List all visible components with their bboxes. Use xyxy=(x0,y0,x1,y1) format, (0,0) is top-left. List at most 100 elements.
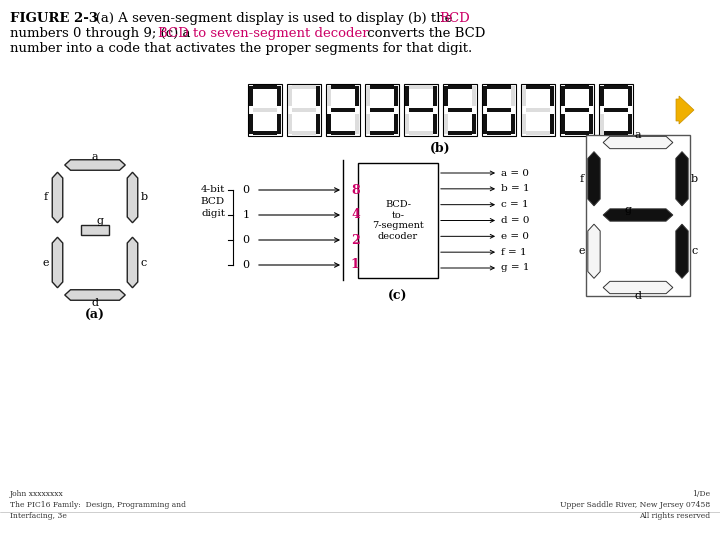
Bar xyxy=(253,85,276,89)
Bar xyxy=(365,84,399,136)
Bar xyxy=(482,114,487,134)
Polygon shape xyxy=(676,224,688,278)
Bar xyxy=(316,114,320,134)
Bar xyxy=(287,114,292,134)
Text: 0: 0 xyxy=(243,185,250,195)
Text: (a): (a) xyxy=(85,308,105,321)
Bar xyxy=(604,85,628,89)
Text: 0: 0 xyxy=(243,235,250,245)
Text: 1: 1 xyxy=(243,210,250,220)
Text: (a) A seven-segment display is used to display (b) the: (a) A seven-segment display is used to d… xyxy=(83,12,456,25)
Bar xyxy=(366,86,370,106)
Bar xyxy=(565,131,588,136)
Text: d: d xyxy=(634,291,642,301)
Text: digit: digit xyxy=(201,210,225,219)
Text: BCD: BCD xyxy=(201,198,225,206)
Text: number into a code that activates the proper segments for that digit.: number into a code that activates the pr… xyxy=(10,42,472,55)
Bar xyxy=(565,108,588,112)
Bar xyxy=(487,85,510,89)
Bar xyxy=(292,108,315,112)
Bar xyxy=(444,86,448,106)
Polygon shape xyxy=(65,160,125,170)
Bar xyxy=(366,114,370,134)
Bar xyxy=(248,84,282,136)
Bar xyxy=(629,86,632,106)
Bar xyxy=(331,108,354,112)
Text: BCD-
to-
7-segment
decoder: BCD- to- 7-segment decoder xyxy=(372,200,424,241)
Text: BCD to seven-segment decoder: BCD to seven-segment decoder xyxy=(158,27,369,40)
Bar xyxy=(472,114,477,134)
Bar xyxy=(277,114,282,134)
Polygon shape xyxy=(127,237,138,288)
Bar xyxy=(370,131,394,136)
Bar xyxy=(405,86,409,106)
Text: e: e xyxy=(578,246,585,256)
Polygon shape xyxy=(53,237,63,288)
Bar xyxy=(287,86,292,106)
Bar xyxy=(482,84,516,136)
Bar xyxy=(561,114,564,134)
Bar xyxy=(521,84,555,136)
Bar xyxy=(604,131,628,136)
Bar xyxy=(526,131,549,136)
Bar xyxy=(589,86,593,106)
Text: d: d xyxy=(91,299,99,308)
Text: b: b xyxy=(690,174,698,184)
Text: g: g xyxy=(625,205,631,215)
Text: a: a xyxy=(91,152,99,161)
Text: e: e xyxy=(42,258,49,267)
Bar xyxy=(404,84,438,136)
FancyArrow shape xyxy=(676,96,694,124)
Bar xyxy=(599,84,633,136)
Bar xyxy=(81,225,109,235)
Text: 1: 1 xyxy=(351,259,360,272)
Text: f: f xyxy=(580,174,584,184)
Bar xyxy=(355,86,359,106)
Bar xyxy=(600,86,604,106)
Bar xyxy=(410,131,433,136)
Text: BCD: BCD xyxy=(439,12,469,25)
Bar xyxy=(292,85,315,89)
Bar xyxy=(487,131,510,136)
Bar xyxy=(410,108,433,112)
Polygon shape xyxy=(603,136,673,149)
Text: f = 1: f = 1 xyxy=(501,248,526,256)
Bar xyxy=(589,114,593,134)
Bar xyxy=(449,131,472,136)
Bar xyxy=(586,134,690,295)
Text: c: c xyxy=(141,258,147,267)
Bar xyxy=(511,86,516,106)
Text: b = 1: b = 1 xyxy=(501,184,530,193)
Text: c: c xyxy=(691,246,698,256)
Bar xyxy=(449,85,472,89)
Bar xyxy=(370,108,394,112)
Bar xyxy=(253,131,276,136)
Text: 4: 4 xyxy=(351,208,360,221)
Bar xyxy=(405,114,409,134)
Bar xyxy=(327,114,330,134)
Polygon shape xyxy=(588,152,600,206)
Bar xyxy=(472,86,477,106)
Text: John xxxxxxxx
The PIC16 Family:  Design, Programming and
Interfacing, 3e: John xxxxxxxx The PIC16 Family: Design, … xyxy=(10,490,186,520)
Bar xyxy=(292,131,315,136)
Bar xyxy=(600,114,604,134)
Text: d = 0: d = 0 xyxy=(501,216,529,225)
Bar xyxy=(526,108,549,112)
Bar xyxy=(444,114,448,134)
Bar xyxy=(287,84,321,136)
Bar xyxy=(560,84,594,136)
Polygon shape xyxy=(588,224,600,278)
Bar xyxy=(370,85,394,89)
Bar xyxy=(604,108,628,112)
Bar xyxy=(550,86,554,106)
Polygon shape xyxy=(603,209,673,221)
Bar xyxy=(331,131,354,136)
Bar xyxy=(248,114,253,134)
Bar xyxy=(326,84,360,136)
Bar xyxy=(358,163,438,278)
Text: 8: 8 xyxy=(351,184,359,197)
Text: FIGURE 2-3: FIGURE 2-3 xyxy=(10,12,98,25)
Text: g = 1: g = 1 xyxy=(501,264,529,273)
Text: 1/De
Upper Saddle River, New Jersey 07458
All rights reserved: 1/De Upper Saddle River, New Jersey 0745… xyxy=(559,490,710,520)
Polygon shape xyxy=(53,172,63,222)
